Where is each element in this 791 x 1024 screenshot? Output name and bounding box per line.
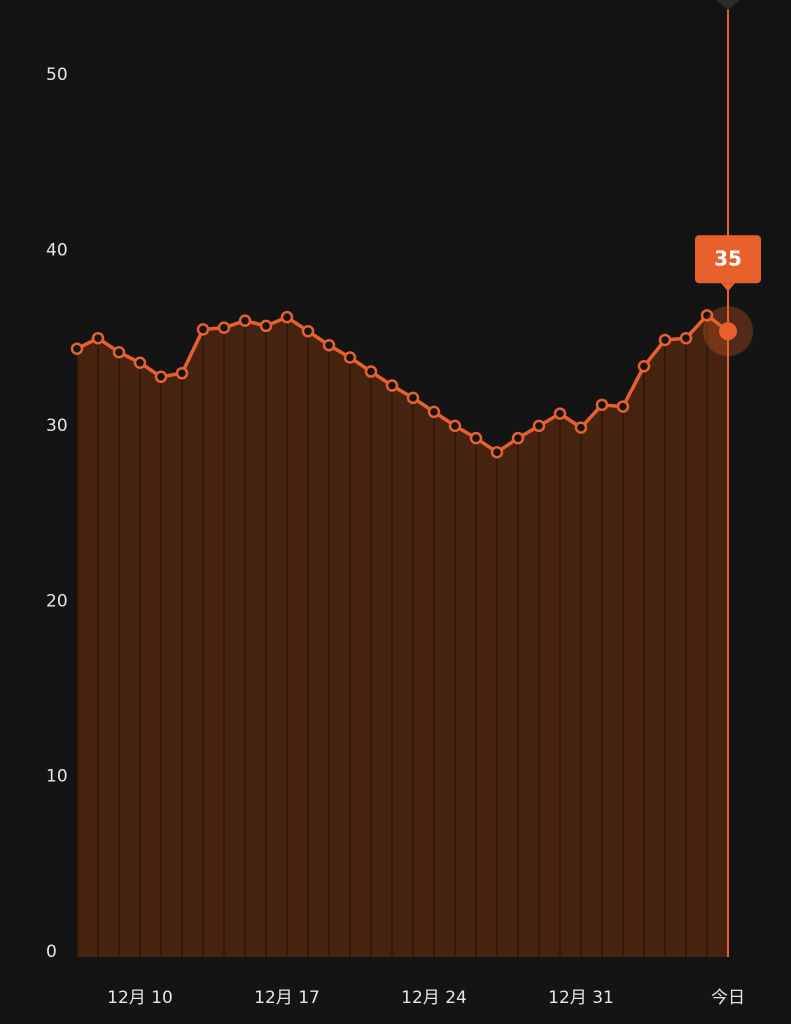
cursor-handle xyxy=(716,0,740,10)
point xyxy=(196,323,210,336)
x-tick-label: 12月 10 xyxy=(107,988,173,1008)
point xyxy=(175,367,189,380)
point xyxy=(343,351,357,364)
x-tick-label: 12月 31 xyxy=(548,988,614,1008)
point xyxy=(154,370,168,384)
point xyxy=(574,421,588,434)
point xyxy=(658,333,672,347)
tooltip-box xyxy=(695,235,761,284)
y-tick-label: 50 xyxy=(46,65,68,85)
x-tick-label: 12月 24 xyxy=(401,988,467,1008)
point xyxy=(679,331,693,345)
point xyxy=(700,309,714,322)
point xyxy=(70,342,84,355)
highlight-point xyxy=(719,322,737,341)
point xyxy=(322,338,336,352)
y-tick-label: 40 xyxy=(46,241,68,261)
point xyxy=(490,445,504,459)
point xyxy=(616,400,630,413)
value-label: 35 xyxy=(714,247,742,271)
point xyxy=(385,379,399,392)
y-tick-label: 10 xyxy=(46,767,68,787)
point xyxy=(427,405,441,419)
tooltip-pointer xyxy=(721,283,735,292)
point xyxy=(280,310,294,324)
point xyxy=(133,356,147,370)
x-tick-label: 今日 xyxy=(711,988,745,1008)
point xyxy=(112,345,126,359)
y-tick-label: 30 xyxy=(46,416,68,436)
area xyxy=(77,315,728,958)
point xyxy=(238,314,252,327)
point xyxy=(259,319,273,333)
point xyxy=(469,431,483,445)
x-tick-label: 12月 17 xyxy=(254,988,320,1008)
point xyxy=(91,331,105,345)
point xyxy=(637,360,651,373)
point xyxy=(217,321,231,334)
point xyxy=(301,324,315,338)
point xyxy=(553,407,567,420)
point xyxy=(595,398,609,412)
point xyxy=(406,391,420,405)
point xyxy=(448,419,462,433)
point xyxy=(364,365,378,378)
y-tick-label: 0 xyxy=(46,942,57,962)
point xyxy=(532,419,546,433)
y-tick-label: 20 xyxy=(46,591,68,611)
point xyxy=(511,431,525,445)
